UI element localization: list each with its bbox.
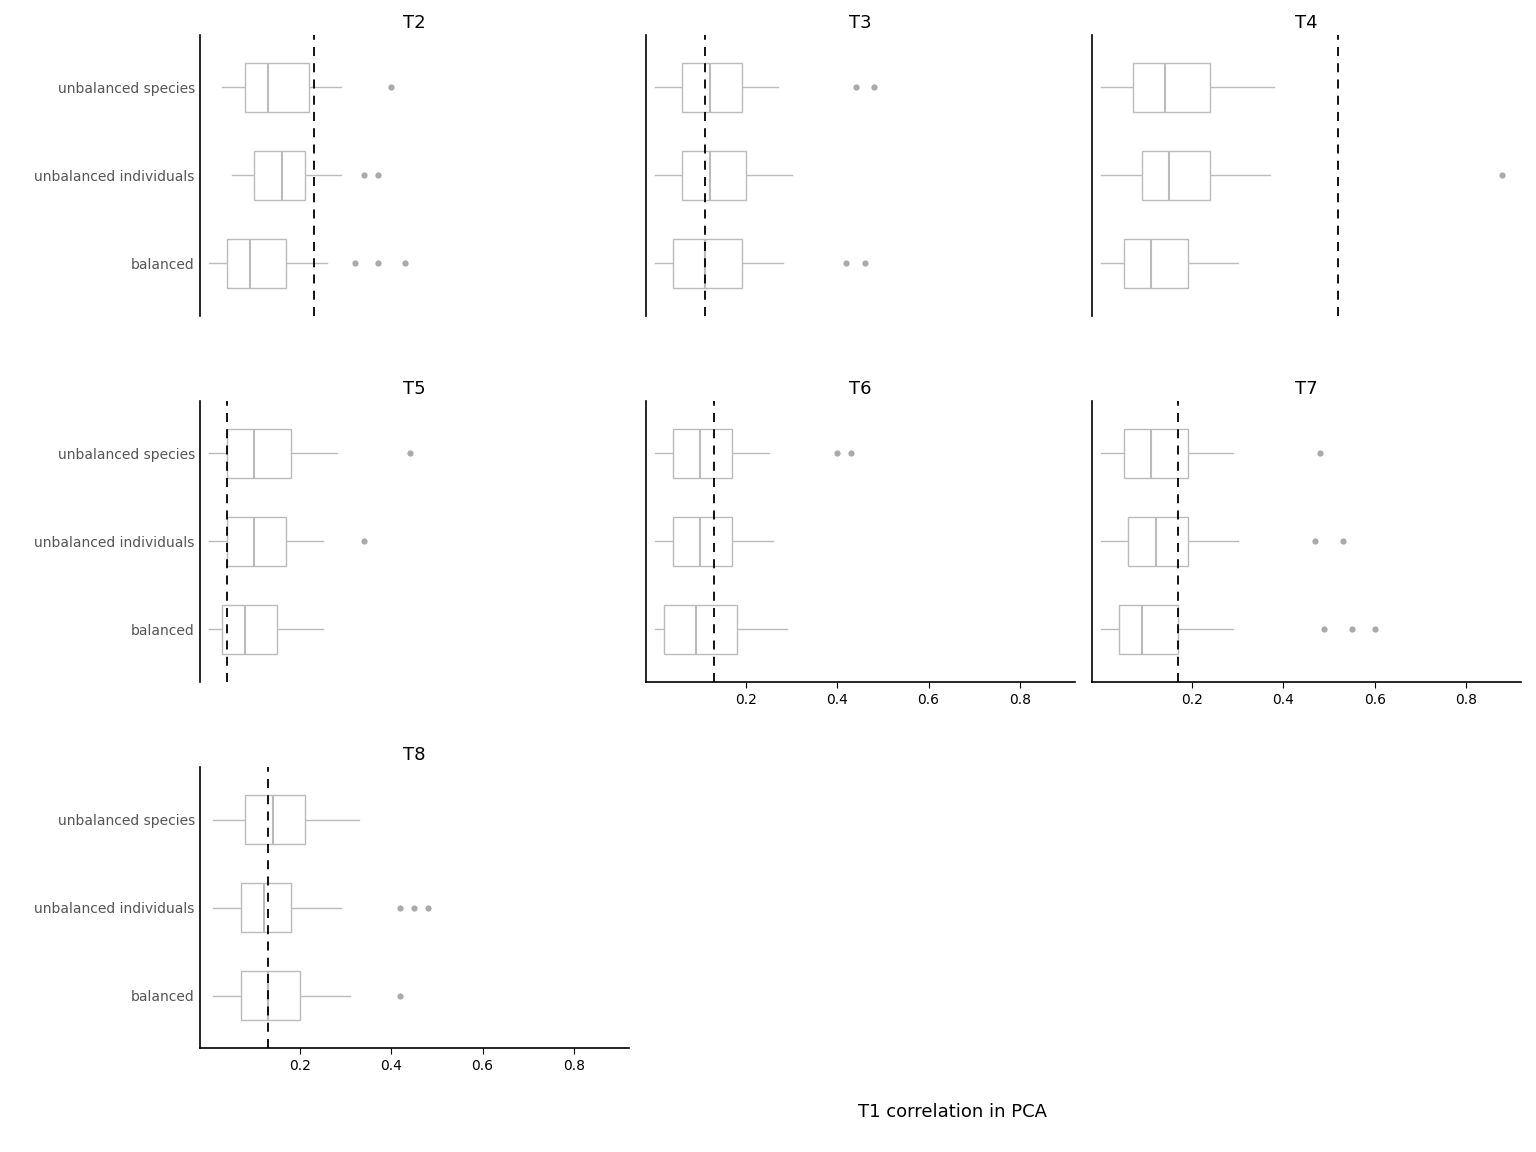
Title: T3: T3	[849, 14, 871, 31]
Bar	[227, 430, 290, 478]
Bar	[1134, 63, 1210, 112]
Title: T7: T7	[1295, 380, 1318, 397]
Bar	[241, 884, 290, 932]
Bar	[673, 240, 742, 288]
Title: T5: T5	[402, 380, 425, 397]
Bar	[227, 240, 286, 288]
Text: T1 correlation in PCA: T1 correlation in PCA	[857, 1102, 1048, 1121]
Title: T2: T2	[402, 14, 425, 31]
Bar	[246, 795, 304, 843]
Title: T6: T6	[849, 380, 871, 397]
Bar	[1141, 151, 1210, 199]
Bar	[682, 63, 742, 112]
Bar	[1120, 605, 1178, 653]
Bar	[1129, 517, 1187, 566]
Bar	[1124, 240, 1187, 288]
Title: T4: T4	[1295, 14, 1318, 31]
Title: T8: T8	[402, 745, 425, 764]
Bar	[1124, 430, 1187, 478]
Bar	[682, 151, 746, 199]
Bar	[664, 605, 737, 653]
Bar	[673, 517, 733, 566]
Bar	[246, 63, 309, 112]
Bar	[227, 517, 286, 566]
Bar	[673, 430, 733, 478]
Bar	[241, 971, 300, 1020]
Bar	[223, 605, 276, 653]
Bar	[255, 151, 304, 199]
